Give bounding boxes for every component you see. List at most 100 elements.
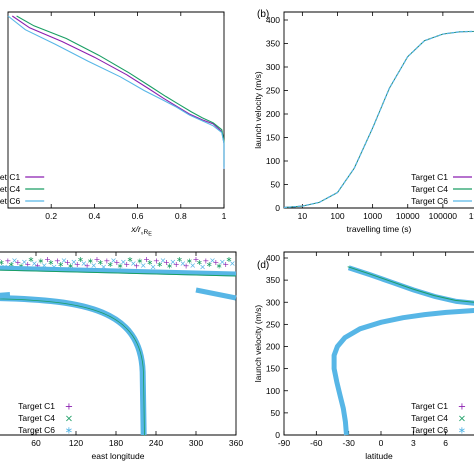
panel-b-ytick-label: 400 [266,15,280,25]
panel-a-xlabel-sub: ₀R [141,229,149,236]
panel-c-band-point: + [212,258,219,267]
panel-a-series-line [7,15,225,169]
panel-a-xtick-label: 0.6 [132,211,144,221]
legend-label: Target C4 [411,184,448,194]
panel-c-band-point: + [74,260,81,269]
panel-c-band-point: ∗ [166,261,173,270]
panel-c-band-point: + [0,255,1,264]
panel-b-xtick-label: 1000 [363,211,382,221]
panel-c-band-point: ∗ [127,255,134,264]
panel-a-series-line [16,15,225,167]
panel-c-band-point: × [209,256,216,265]
panel-c: 60120180240300360+∗×+∗×+∗×+∗×+∗×+∗×+∗×+∗… [0,251,243,461]
panel-c-band-point: × [100,262,107,271]
panel-b-ytick-label: 250 [266,86,280,96]
panel-d-upper-branch [347,265,474,306]
legend-label: Target C4 [0,184,20,194]
panel-d-xtick-label: -90 [278,438,291,448]
panel-c-right-band [195,287,237,301]
panel-c-band-point: ∗ [226,255,233,264]
panel-c-band-point: × [61,256,68,265]
panel-c-band-point: + [94,255,101,264]
legend-label: Target C1 [18,401,55,411]
panel-b-frame [283,11,474,209]
panel-c-band-point: ∗ [176,255,183,264]
panel-c-band-point: + [113,258,120,267]
panel-d-xtick-label: 6 [443,438,448,448]
panel-c-band-point: ∗ [196,258,203,267]
panel-c-band-point: × [31,259,38,268]
panel-c-band-point: ∗ [28,255,35,264]
panel-c-band-point: ∗ [216,261,223,270]
panel-c-band-point: × [229,259,236,268]
panel-c-band-point: + [193,255,200,264]
panel-c-band-point: × [199,262,206,271]
panel-a-xlabel: x/r₀RE [130,224,152,238]
panel-c-xtick-label: 180 [109,438,123,448]
panel-b: 10 100 1000 10000 100000 1x10 0 50 100 150 200 250 3… [253,9,474,234]
panel-b-ytick-label: 350 [266,39,280,49]
panel-c-band-point: + [203,257,210,266]
legend-label: Target C6 [411,425,448,435]
panel-d-ytick-label: 50 [271,408,281,418]
panel-a-xtick-label: 0.4 [88,211,100,221]
panel-a-xtick-label: 0.8 [175,211,187,221]
legend-label: Target C1 [0,172,20,182]
panel-c-band-point: × [110,256,117,265]
panel-c-xtick-label: 360 [229,438,243,448]
panel-a-frame [7,11,225,209]
panel-b-xtick-label: 100 [330,211,344,221]
panel-d: -90 -60 -30 0 3 6 0 50 100 150 200 250 300 350 400 lati… [253,251,474,461]
panel-c-band-point: ∗ [107,260,114,269]
panel-a-xtick-label: 0.2 [45,211,57,221]
panel-c-upper-band [0,265,237,277]
panel-b-xtick-label: 1x10 [469,211,474,221]
panel-c-xlabel: east longitude [92,451,145,461]
panel-c-band-point: × [90,261,97,270]
panel-c-band-point: × [150,262,157,271]
panel-c-xtick-label: 240 [149,438,163,448]
panel-d-ytick-label: 350 [266,275,280,285]
panel-c-band-point: × [80,259,87,268]
panel-d-ytick-label: 100 [266,386,280,396]
legend-label: Target C6 [18,425,55,435]
legend-label: Target C4 [18,413,55,423]
panel-b-ytick-label: 50 [271,180,281,190]
panel-d-xlabel: latitude [365,451,393,461]
panel-c-band-point: ∗ [77,255,84,264]
panel-c-band-point: + [34,261,41,270]
panel-c-band-point: ∗ [117,261,124,270]
panel-c-band-point: ∗ [47,258,54,267]
panel-c-band-point: × [189,261,196,270]
legend-label: Target C1 [411,401,448,411]
panel-c-band-point: + [24,260,31,269]
panel-c-left-stub [0,292,11,299]
panel-c-band-point: × [140,261,147,270]
panel-c-band-point: ∗ [38,257,45,266]
panel-c-band-point: ∗ [137,257,144,266]
panel-c-upper-band-edge [0,269,237,277]
legend-label: Target C6 [0,196,20,206]
panel-c-band-point: ∗ [0,258,5,267]
panel-c-xtick-label: 300 [189,438,203,448]
legend-label: Target C4 [411,413,448,423]
panel-b-letter: (b) [257,9,269,20]
panel-c-band-point: × [41,261,48,270]
panel-d-ylabel: launch velocity (m/s) [253,305,263,383]
panel-c-band-point: × [11,256,18,265]
panel-c-band-point: ∗ [67,261,74,270]
panel-c-band-point: ∗ [87,257,94,266]
panel-c-band-point: ∗ [57,260,64,269]
panel-c-band-point: × [120,258,127,267]
panel-a-xtick-label: 1 [222,211,227,221]
panel-c-band-point: + [64,258,71,267]
panel-c-band-point: ∗ [146,258,153,267]
legend-label: Target C6 [411,196,448,206]
panel-c-band-point: + [5,257,12,266]
panel-b-ytick-label: 300 [266,62,280,72]
panel-b-series-line [283,30,474,209]
panel-c-band-point: + [44,255,51,264]
panel-b-ytick-label: 150 [266,133,280,143]
panel-c-band-point: ∗ [206,260,213,269]
panel-b-xtick-label: 10000 [396,211,420,221]
